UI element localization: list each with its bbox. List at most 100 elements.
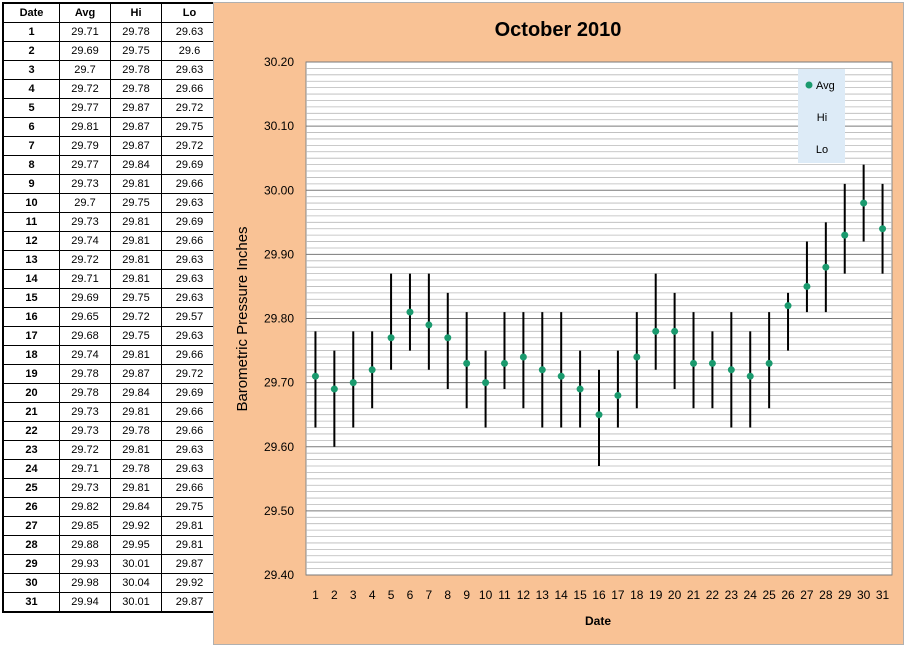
cell-date: 7 xyxy=(2,136,60,156)
cell-avg: 29.77 xyxy=(59,98,111,118)
cell-date: 18 xyxy=(2,345,60,365)
x-tick-label: 26 xyxy=(781,588,795,602)
table-row: 21 29.73 29.81 29.66 xyxy=(2,402,219,422)
x-tick-label: 28 xyxy=(819,588,833,602)
cell-date: 6 xyxy=(2,117,60,137)
table-row: 19 29.78 29.87 29.72 xyxy=(2,364,219,384)
cell-date: 11 xyxy=(2,212,60,232)
cell-avg: 29.78 xyxy=(59,383,111,403)
column-header-avg: Avg xyxy=(59,2,111,23)
x-tick-label: 11 xyxy=(498,588,511,602)
table-row: 24 29.71 29.78 29.63 xyxy=(2,459,219,479)
x-tick-label: 5 xyxy=(388,588,395,602)
cell-avg: 29.73 xyxy=(59,421,111,441)
avg-point xyxy=(425,321,433,329)
x-tick-label: 21 xyxy=(687,588,701,602)
x-tick-label: 10 xyxy=(479,588,493,602)
x-tick-label: 23 xyxy=(725,588,739,602)
cell-hi: 29.87 xyxy=(110,98,162,118)
y-tick-label: 29.70 xyxy=(264,376,294,390)
avg-point xyxy=(500,359,508,367)
x-tick-label: 17 xyxy=(611,588,625,602)
cell-date: 13 xyxy=(2,250,60,270)
cell-hi: 29.75 xyxy=(110,326,162,346)
avg-point xyxy=(652,327,660,335)
column-header-lo: Lo xyxy=(161,2,219,23)
x-tick-label: 14 xyxy=(555,588,569,602)
avg-point xyxy=(614,391,622,399)
cell-lo: 29.72 xyxy=(161,98,219,118)
cell-hi: 29.81 xyxy=(110,231,162,251)
x-tick-label: 13 xyxy=(536,588,550,602)
table-row: 4 29.72 29.78 29.66 xyxy=(2,79,219,99)
table-row: 5 29.77 29.87 29.72 xyxy=(2,98,219,118)
cell-date: 5 xyxy=(2,98,60,118)
table-row: 15 29.69 29.75 29.63 xyxy=(2,288,219,308)
y-tick-label: 29.90 xyxy=(264,247,294,261)
table-row: 18 29.74 29.81 29.66 xyxy=(2,345,219,365)
cell-date: 12 xyxy=(2,231,60,251)
x-tick-label: 18 xyxy=(630,588,644,602)
x-tick-label: 12 xyxy=(517,588,531,602)
cell-avg: 29.65 xyxy=(59,307,111,327)
legend-label-hi: Hi xyxy=(817,112,827,124)
avg-point xyxy=(633,353,641,361)
cell-date: 10 xyxy=(2,193,60,213)
cell-avg: 29.71 xyxy=(59,22,111,42)
legend-label-avg: Avg xyxy=(816,80,835,92)
avg-point xyxy=(708,359,716,367)
cell-hi: 29.81 xyxy=(110,269,162,289)
avg-point xyxy=(368,366,376,374)
y-axis-title: Barometric Pressure Inches xyxy=(234,226,251,411)
avg-point xyxy=(690,359,698,367)
table-header-row: Date Avg Hi Lo xyxy=(2,2,219,23)
cell-avg: 29.69 xyxy=(59,41,111,61)
cell-avg: 29.77 xyxy=(59,155,111,175)
cell-hi: 29.81 xyxy=(110,212,162,232)
table-row: 3 29.7 29.78 29.63 xyxy=(2,60,219,80)
cell-hi: 29.81 xyxy=(110,345,162,365)
x-tick-label: 24 xyxy=(744,588,758,602)
x-tick-label: 3 xyxy=(350,588,357,602)
y-tick-label: 30.10 xyxy=(264,119,294,133)
chart-panel: October 2010 Barometric Pressure Inches … xyxy=(213,2,904,645)
cell-lo: 29.66 xyxy=(161,345,219,365)
table-row: 16 29.65 29.72 29.57 xyxy=(2,307,219,327)
table-body: 1 29.71 29.78 29.63 2 29.69 29.75 29.6 3 29.7 29.7… xyxy=(2,22,219,613)
cell-hi: 29.87 xyxy=(110,117,162,137)
cell-date: 22 xyxy=(2,421,60,441)
x-tick-label: 29 xyxy=(838,588,852,602)
cell-hi: 29.92 xyxy=(110,516,162,536)
x-tick-label: 1 xyxy=(312,588,319,602)
table-row: 10 29.7 29.75 29.63 xyxy=(2,193,219,213)
cell-lo: 29.6 xyxy=(161,41,219,61)
x-tick-label: 27 xyxy=(800,588,814,602)
x-tick-label: 31 xyxy=(876,588,890,602)
cell-hi: 29.78 xyxy=(110,60,162,80)
avg-point xyxy=(879,225,887,233)
table-row: 8 29.77 29.84 29.69 xyxy=(2,155,219,175)
cell-date: 30 xyxy=(2,573,60,593)
cell-avg: 29.78 xyxy=(59,364,111,384)
table-row: 25 29.73 29.81 29.66 xyxy=(2,478,219,498)
cell-lo: 29.75 xyxy=(161,497,219,517)
x-tick-label: 30 xyxy=(857,588,871,602)
table-row: 12 29.74 29.81 29.66 xyxy=(2,231,219,251)
cell-lo: 29.63 xyxy=(161,60,219,80)
cell-hi: 29.87 xyxy=(110,364,162,384)
cell-lo: 29.66 xyxy=(161,79,219,99)
avg-point xyxy=(538,366,546,374)
cell-hi: 29.81 xyxy=(110,402,162,422)
cell-lo: 29.87 xyxy=(161,592,219,613)
cell-lo: 29.63 xyxy=(161,250,219,270)
cell-hi: 29.81 xyxy=(110,478,162,498)
x-tick-label: 8 xyxy=(444,588,451,602)
avg-point xyxy=(463,359,471,367)
cell-avg: 29.69 xyxy=(59,288,111,308)
cell-lo: 29.66 xyxy=(161,402,219,422)
cell-avg: 29.85 xyxy=(59,516,111,536)
table-row: 31 29.94 30.01 29.87 xyxy=(2,592,219,613)
cell-lo: 29.69 xyxy=(161,155,219,175)
cell-avg: 29.73 xyxy=(59,212,111,232)
cell-hi: 29.78 xyxy=(110,22,162,42)
